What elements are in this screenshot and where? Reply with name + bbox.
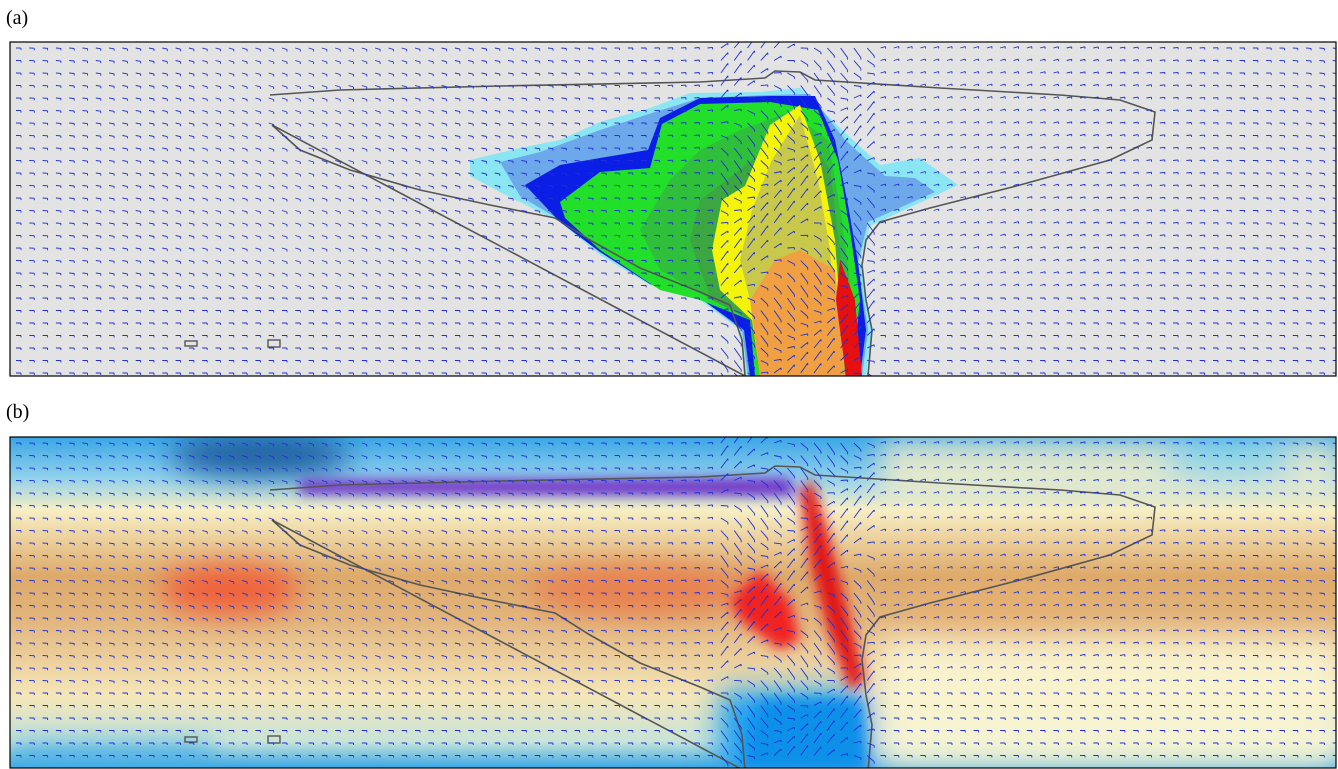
panel-b <box>10 433 1338 769</box>
panel-a <box>10 38 1338 384</box>
figure: (a) (b) <box>0 0 1338 769</box>
panel-label: (b) <box>6 401 29 423</box>
page: (a) (b) <box>0 0 1338 769</box>
panel-label: (a) <box>6 7 28 29</box>
